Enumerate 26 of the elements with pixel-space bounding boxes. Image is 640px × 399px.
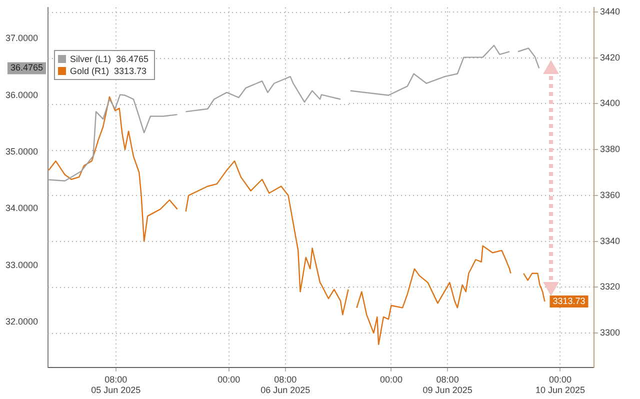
y2-tick-label: 3380 [600,144,620,154]
y2-tick-label: 3420 [600,52,620,62]
legend-label: Gold (R1) [70,65,110,77]
y-tick-label: 35.0000 [5,146,38,156]
y2-tick-label: 3440 [600,6,620,16]
y-tick-label: 37.0000 [5,33,38,44]
y-tick-label: 34.0000 [5,203,38,214]
text: 36.4765 [116,54,149,64]
text: 3313.73 [114,66,147,76]
y-tick-label: 36.0000 [5,90,38,100]
y-tick-label: 32.0000 [5,316,38,327]
legend-label: Silver (L1) [70,53,112,65]
y2-tick-label: 3360 [600,190,620,200]
y-tick-label: 33.0000 [5,260,38,270]
y2-tick-label: 3340 [600,236,620,246]
text: 36.4765 [10,62,44,73]
x-tick-label: 00:00 10 Jun 2025 [535,374,585,396]
x-tick-label: 08:00 05 Jun 2025 [91,374,141,396]
x-tick-label: 00:00 [380,374,403,384]
x-tick-label: 08:00 06 Jun 2025 [260,374,310,396]
data-label: 3313.73 [552,296,586,306]
x-tick-label: 00:00 [218,374,240,384]
y2-tick-label: 3320 [600,282,620,292]
y2-tick-label: 3300 [600,327,620,338]
y2-tick-label: 3400 [600,98,620,108]
x-tick-label: 08:00 09 Jun 2025 [422,374,472,396]
